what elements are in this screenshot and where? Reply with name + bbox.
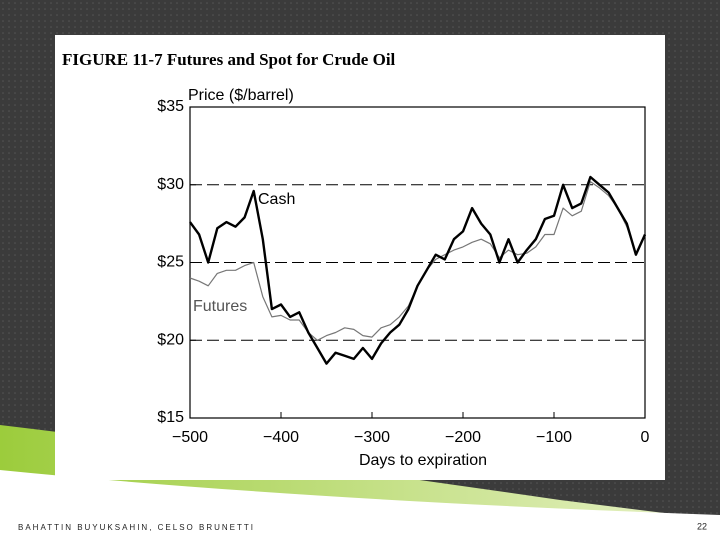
x-tick-label: −100	[536, 429, 572, 446]
series-label: Cash	[258, 191, 295, 208]
y-tick-label: $15	[157, 409, 184, 426]
x-tick-label: −200	[445, 429, 481, 446]
y-axis-label: Price ($/barrel)	[188, 87, 294, 104]
footer-authors: BAHATTIN BUYUKSAHIN, CELSO BRUNETTI	[18, 523, 255, 532]
x-tick-label: −400	[263, 429, 299, 446]
swoosh-light	[0, 470, 720, 540]
figure-panel	[55, 35, 665, 480]
x-axis-label: Days to expiration	[359, 452, 487, 469]
y-tick-label: $25	[157, 254, 184, 271]
y-tick-label: $30	[157, 176, 184, 193]
chart-title: FIGURE 11-7 Futures and Spot for Crude O…	[62, 50, 396, 69]
series-label: Futures	[193, 298, 247, 315]
x-tick-label: −500	[172, 429, 208, 446]
x-tick-label: 0	[641, 429, 650, 446]
y-tick-label: $35	[157, 98, 184, 115]
plot: $15 $20 $25 $30 $35 −500 −400 −300 −200 −100 0 Cash…	[157, 98, 649, 446]
x-tick-label: −300	[354, 429, 390, 446]
y-tick-label: $20	[157, 331, 184, 348]
page-number: 22	[697, 521, 707, 531]
series-line	[189, 175, 647, 365]
